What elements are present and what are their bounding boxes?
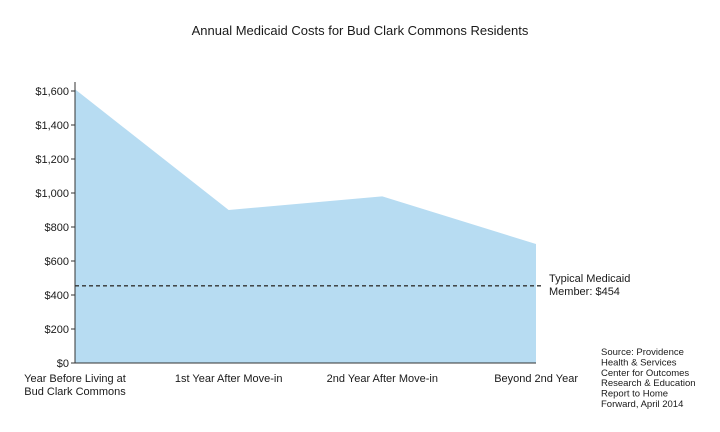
x-tick-label: 1st Year After Move-in (175, 373, 283, 385)
y-tick-label: $400 (45, 290, 69, 302)
source-line: Center for Outcomes (601, 368, 689, 379)
reference-line-label: Typical Medicaid (549, 273, 630, 285)
x-tick-label: Year Before Living at Bud Clark Commons (24, 373, 126, 398)
y-tick-label: $1,400 (35, 120, 69, 132)
source-line: Source: Providence (601, 347, 684, 358)
y-tick-label: $600 (45, 256, 69, 268)
y-tick-label: $1,200 (35, 154, 69, 166)
x-ticks: Year Before Living at Bud Clark Commons 1s… (24, 373, 578, 398)
x-tick-label: 2nd Year After Move-in (327, 373, 438, 385)
y-tick-label: $200 (45, 324, 69, 336)
area-series (75, 89, 536, 364)
source-line: Research & Education (601, 378, 696, 389)
source-line: Health & Services (601, 357, 677, 368)
source-line: Forward, April 2014 (601, 399, 683, 410)
y-tick-label: $800 (45, 222, 69, 234)
y-ticks: $0 $200 $400 $600 $800 $1,000 $1,200 $1,400 $1,6… (35, 86, 75, 370)
y-tick-label: $1,600 (35, 86, 69, 98)
axes (74, 82, 536, 364)
source-line: Report to Home (601, 389, 668, 400)
chart-title: Annual Medicaid Costs for Bud Clark Comm… (192, 23, 529, 38)
area-layer (75, 89, 536, 364)
x-tick-label: Beyond 2nd Year (494, 373, 578, 385)
reference-line-label: Member: $454 (549, 286, 620, 298)
y-tick-label: $1,000 (35, 188, 69, 200)
y-tick-label: $0 (57, 358, 69, 370)
